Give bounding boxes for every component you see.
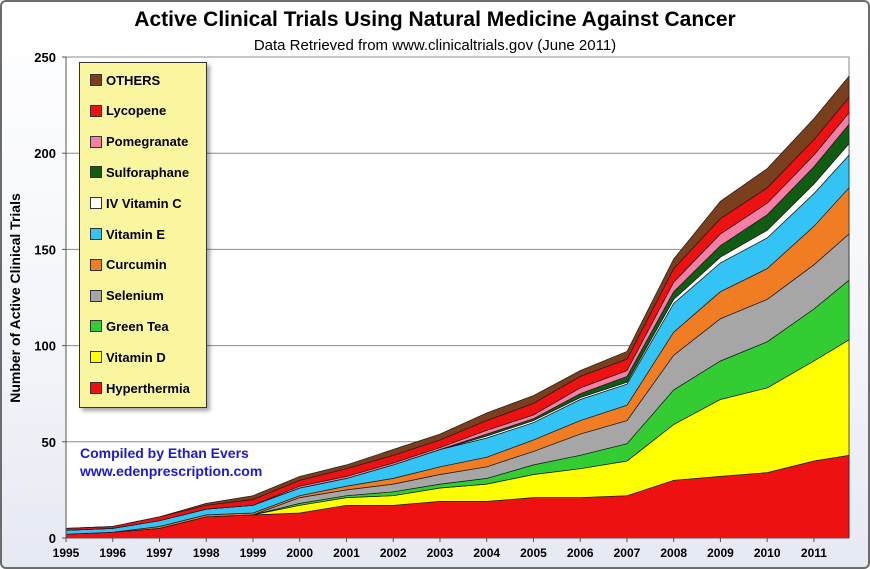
legend-label: Hyperthermia [106,380,190,396]
y-tick-label: 0 [49,531,56,546]
legend-swatch [90,197,102,210]
x-tick-label: 2008 [660,546,687,560]
legend-swatch [90,382,102,394]
x-tick-label: 2005 [520,546,547,560]
legend-swatch [90,351,102,364]
legend-swatch [90,228,102,240]
x-tick-label: 1996 [99,546,126,560]
legend-item-vitamin-e: Vitamin E [90,226,165,242]
x-tick-label: 2002 [380,546,407,560]
x-tick-label: 1997 [146,546,173,560]
x-tick-label: 2007 [614,546,641,560]
legend-item-pomegranate: Pomegranate [90,134,188,150]
chart-title: Active Clinical Trials Using Natural Med… [134,8,736,31]
legend-label: Pomegranate [106,134,189,150]
legend-label: Vitamin D [106,349,166,365]
x-tick-label: 2001 [333,546,360,560]
y-tick-label: 100 [34,339,56,354]
x-tick-label: 2006 [567,546,594,560]
legend-label: Green Tea [106,318,169,334]
x-tick-label: 2004 [473,546,500,560]
x-tick-label: 1998 [193,546,220,560]
legend-label: IV Vitamin C [106,195,182,211]
chart-subtitle: Data Retrieved from www.clinicaltrials.g… [253,37,617,54]
legend-swatch [90,104,102,117]
series-area-others [65,75,850,529]
legend-item-hyperthermia: Hyperthermia [90,380,190,396]
y-tick-label: 200 [34,146,56,161]
y-tick-label: 50 [42,435,56,450]
x-tick-label: 1999 [240,546,267,560]
legend-label: Lycopene [106,103,167,119]
legend-label: Curcumin [106,257,167,273]
x-tick-label: 2009 [707,546,734,560]
legend-item-vitamin-d: Vitamin D [90,349,166,365]
legend-swatch [90,320,102,333]
y-tick-label: 150 [34,242,56,257]
y-tick-label: 250 [34,50,56,65]
credit-url: www.edenprescription.com [80,463,263,479]
x-tick-label: 2010 [754,546,781,560]
legend-swatch [90,135,102,148]
legend-swatch [90,258,102,271]
legend-item-iv-vitamin-c: IV Vitamin C [90,195,182,211]
x-tick-label: 2011 [801,546,827,560]
credit-author: Compiled by Ethan Evers [80,445,249,461]
legend-item-green-tea: Green Tea [90,318,169,334]
legend-item-sulforaphane: Sulforaphane [90,164,189,180]
legend-swatch [90,166,102,179]
legend-item-lycopene: Lycopene [90,103,166,119]
x-tick-label: 1995 [53,546,80,560]
legend-label: OTHERS [106,72,161,88]
legend-item-selenium: Selenium [90,288,164,304]
legend-swatch [90,74,102,86]
legend-label: Sulforaphane [106,164,190,180]
legend-item-curcumin: Curcumin [90,257,167,273]
x-tick-label: 2000 [286,546,313,560]
legend: OTHERS Lycopene Pomegranate Sulforaphane IV … [79,62,207,408]
legend-label: Vitamin E [106,226,166,242]
legend-label: Selenium [106,288,164,304]
credit-block: Compiled by Ethan Evers www.edenprescrip… [80,444,262,480]
legend-swatch [90,289,102,302]
legend-item-others: OTHERS [90,72,160,88]
x-tick-label: 2003 [427,546,454,560]
